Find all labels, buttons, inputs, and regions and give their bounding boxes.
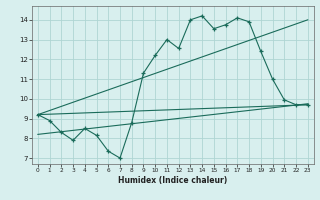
X-axis label: Humidex (Indice chaleur): Humidex (Indice chaleur): [118, 176, 228, 185]
